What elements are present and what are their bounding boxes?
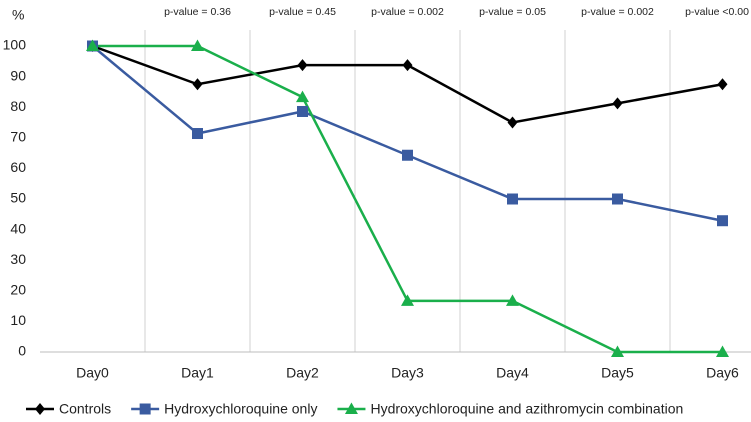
annotation: p-value = 0.002 <box>581 6 654 18</box>
data-point <box>612 97 623 110</box>
legend-label: Controls <box>59 401 111 417</box>
data-point <box>717 215 728 227</box>
data-point <box>507 193 518 205</box>
annotation: p-value = 0.05 <box>479 6 546 18</box>
series-line <box>92 44 723 354</box>
data-point <box>611 345 624 357</box>
x-tick-label: Day1 <box>181 365 214 381</box>
y-tick-label: 0 <box>18 343 26 359</box>
annotation: p-value = 0.45 <box>269 6 336 18</box>
legend-label: Hydroxychloroquine only <box>164 401 317 417</box>
legend-label: Hydroxychloroquine and azithromycin comb… <box>370 401 683 417</box>
data-point <box>86 39 99 51</box>
data-point <box>716 345 729 357</box>
data-point <box>297 59 308 72</box>
y-tick-label: 50 <box>10 190 26 206</box>
x-tick-label: Day4 <box>496 365 529 381</box>
y-tick-label: 90 <box>10 67 26 83</box>
data-point <box>402 59 413 72</box>
legend-marker <box>35 403 45 415</box>
data-point <box>506 294 519 306</box>
y-tick-label: 40 <box>10 220 26 236</box>
y-tick-label: 100 <box>3 37 27 53</box>
x-tick-label: Day0 <box>76 365 109 381</box>
data-point <box>192 78 203 91</box>
data-point <box>191 39 204 51</box>
y-tick-label: 60 <box>10 159 26 175</box>
data-point <box>717 78 728 91</box>
y-tick-label: 10 <box>10 312 26 328</box>
data-point <box>192 128 203 140</box>
x-tick-label: Day3 <box>391 365 424 381</box>
data-point <box>507 116 518 129</box>
y-tick-label: 20 <box>10 282 26 298</box>
x-tick-label: Day6 <box>706 365 739 381</box>
data-point <box>297 105 308 117</box>
series-line <box>92 44 723 124</box>
series-line <box>91 45 723 222</box>
data-point <box>296 90 309 103</box>
legend-marker <box>344 402 358 414</box>
annotation: p-value = 0.002 <box>371 6 444 18</box>
annotation: p-value <0.00 <box>685 6 749 18</box>
legend-marker <box>139 403 151 415</box>
y-tick-label: 30 <box>10 251 26 267</box>
data-point <box>402 149 413 161</box>
x-tick-label: Day2 <box>286 365 319 381</box>
y-tick-label: 80 <box>10 98 26 114</box>
y-axis-label: % <box>12 7 24 23</box>
data-point <box>612 193 623 205</box>
annotation: p-value = 0.36 <box>164 6 231 18</box>
x-tick-label: Day5 <box>601 365 634 381</box>
data-point <box>401 294 414 306</box>
legend: Controls Hydroxychloroquine only Hydroxych… <box>26 401 683 417</box>
y-tick-label: 70 <box>10 129 26 145</box>
